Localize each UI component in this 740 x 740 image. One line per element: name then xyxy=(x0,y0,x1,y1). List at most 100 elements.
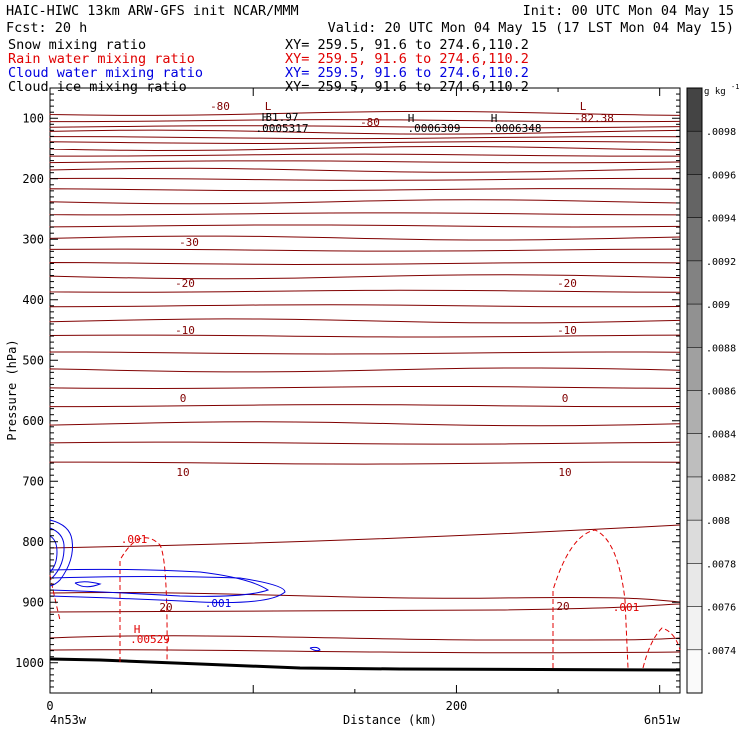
temperature-contour-line xyxy=(49,441,681,445)
temperature-contour-line xyxy=(49,129,681,135)
temperature-contour-line xyxy=(49,146,681,151)
colorbar-label: .009 xyxy=(706,300,730,311)
cloud-water-contour-label: .001 xyxy=(205,597,232,610)
x-tick-label: 0 xyxy=(46,699,53,713)
high-marker: H xyxy=(262,111,269,124)
low-marker: L xyxy=(265,100,272,113)
field-cloud-ice-xy: XY= 259.5, 91.6 to 274.6,110.2 xyxy=(285,79,529,95)
temperature-contour-line xyxy=(49,461,681,465)
colorbar-label: .0086 xyxy=(706,387,736,398)
moisture-contours xyxy=(49,519,681,669)
temperature-contour-line xyxy=(49,119,681,123)
colorbar-swatch xyxy=(687,131,702,175)
header-title: HAIC-HIWC 13km ARW-GFS init NCAR/MMM xyxy=(6,3,299,19)
colorbar-swatch xyxy=(687,217,702,262)
temperature-contour-line xyxy=(49,188,681,192)
high-marker: H xyxy=(491,112,498,125)
rain-contour xyxy=(552,529,629,669)
header-forecast: Fcst: 20 h xyxy=(6,20,87,36)
temperature-contour-label: 10 xyxy=(558,466,571,479)
rain-contour xyxy=(642,627,681,669)
temperature-contour-line xyxy=(49,261,681,265)
temperature-contour-label: -20 xyxy=(557,277,577,290)
cloud-water-contour xyxy=(49,527,65,579)
y-tick-label: 500 xyxy=(22,353,44,367)
temperature-contour-line xyxy=(49,524,681,549)
temperature-contour-line xyxy=(49,160,681,164)
colorbar-swatch xyxy=(687,260,702,305)
colorbar-label: .0076 xyxy=(706,603,736,614)
temperature-contour-line xyxy=(49,367,681,373)
colorbar-swatch xyxy=(687,649,702,694)
temperature-contour-line xyxy=(49,635,681,641)
left-location-label: 4n53w xyxy=(50,713,87,727)
temperature-contour-label: 0 xyxy=(562,392,569,405)
colorbar-label: .0092 xyxy=(706,257,736,268)
temperature-contour-line xyxy=(49,304,681,308)
temperature-contour-line xyxy=(49,334,681,338)
field-rain-xy: XY= 259.5, 91.6 to 274.6,110.2 xyxy=(285,51,529,67)
rain-contour xyxy=(49,574,61,621)
temperature-contour-line xyxy=(49,140,681,144)
temperature-contour-line xyxy=(49,235,681,241)
temperature-contour-line xyxy=(49,351,681,355)
colorbar-swatch xyxy=(687,88,702,132)
colorbar-swatch xyxy=(687,304,702,348)
temperature-contour-label: 0 xyxy=(180,392,187,405)
temperature-contour-line xyxy=(49,125,681,129)
y-tick-label: 1000 xyxy=(15,656,44,670)
temperature-contour-line xyxy=(49,199,681,205)
y-axis-label: Pressure (hPa) xyxy=(5,339,19,440)
colorbar-label: .0074 xyxy=(706,646,736,657)
field-snow-xy: XY= 259.5, 91.6 to 274.6,110.2 xyxy=(285,37,529,53)
cloud-water-contour xyxy=(49,535,58,573)
temperature-contour-label: 20 xyxy=(556,600,569,613)
extremum-value-label: .0005317 xyxy=(256,122,309,135)
y-tick-label: 900 xyxy=(22,595,44,609)
field-rain-name: Rain water mixing ratio xyxy=(8,51,195,67)
colorbar-label: .0078 xyxy=(706,559,736,570)
right-location-label: 6n51w xyxy=(644,713,681,727)
x-tick-label: 200 xyxy=(446,699,468,713)
colorbar-swatch xyxy=(687,520,702,564)
temperature-contours xyxy=(49,110,681,672)
colorbar-label: .008 xyxy=(706,516,730,527)
y-tick-label: 600 xyxy=(22,414,44,428)
low-value-label: -82.38 xyxy=(574,112,614,125)
y-tick-label: 200 xyxy=(22,172,44,186)
colorbar-label: .0098 xyxy=(706,127,736,138)
header-init: Init: 00 UTC Mon 04 May 15 xyxy=(523,3,734,19)
temperature-contour-label: -10 xyxy=(175,324,195,337)
colorbar-swatch xyxy=(687,433,702,478)
temperature-contour-label: -80 xyxy=(210,100,230,113)
y-tick-label: 100 xyxy=(22,111,44,125)
temperature-contour-line xyxy=(49,289,681,293)
colorbar-label: .0096 xyxy=(706,170,736,181)
temperature-contour-line xyxy=(49,385,681,389)
cloud-water-contour xyxy=(49,576,286,604)
temperature-contour-label: 20 xyxy=(159,601,172,614)
rain-contour-label: .001 xyxy=(121,533,148,546)
colorbar-swatch xyxy=(687,476,702,521)
temperature-contour-line xyxy=(49,167,681,173)
high-value-label: .0006309 xyxy=(408,122,461,135)
colorbar-label: .0088 xyxy=(706,343,736,354)
low-marker: L xyxy=(580,100,587,113)
temperature-contour-label: -20 xyxy=(175,277,195,290)
field-cloud-water-name: Cloud water mixing ratio xyxy=(8,65,203,81)
temperature-contour-line xyxy=(49,248,681,252)
high-value-label: 81.97 xyxy=(265,111,298,124)
cloud-water-contour xyxy=(49,519,73,587)
colorbar-swatch xyxy=(687,606,702,651)
colorbar-label: .0094 xyxy=(706,214,736,225)
colorbar-label: .0082 xyxy=(706,473,736,484)
y-tick-label: 300 xyxy=(22,232,44,246)
cloud-water-contour xyxy=(309,646,321,652)
temperature-contour-line xyxy=(49,404,681,408)
field-cloud-water-xy: XY= 259.5, 91.6 to 274.6,110.2 xyxy=(285,65,529,81)
temperature-contour-line xyxy=(49,274,681,280)
temperature-contour-line xyxy=(49,153,681,157)
terrain-line xyxy=(49,657,681,672)
